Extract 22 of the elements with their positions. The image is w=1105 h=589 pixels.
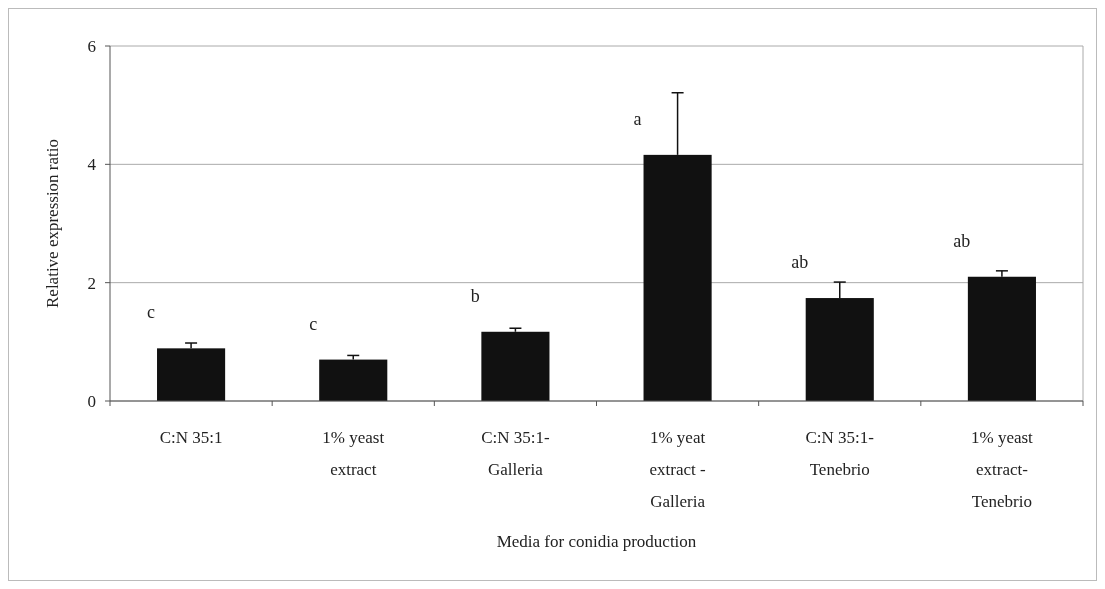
x-axis-title: Media for conidia production — [496, 532, 697, 551]
x-tick-label: C:N 35:1 — [159, 428, 223, 447]
bar — [157, 348, 226, 401]
x-tick-label: 1% yeast extract — [322, 428, 385, 479]
bar — [319, 359, 388, 401]
bar — [481, 331, 550, 401]
y-tick-label: 4 — [87, 155, 97, 175]
y-axis-title: Relative expression ratio — [43, 138, 62, 309]
x-tick-label: 1% yeast extract- Tenebrio — [970, 428, 1034, 511]
y-tick-label: 2 — [87, 273, 96, 293]
annotation: b — [470, 285, 480, 306]
x-tick-label: C:N 35:1- Galleria — [481, 428, 550, 479]
annotation: a — [633, 108, 642, 129]
x-tick-label: C:N 35:1- Tenebrio — [805, 428, 875, 479]
annotation: c — [147, 302, 156, 323]
y-tick-label: 6 — [87, 36, 96, 56]
annotation: ab — [791, 252, 809, 273]
x-tick-label: 1% yeat extract - Galleria — [649, 428, 706, 511]
y-tick-label: 0 — [87, 391, 96, 411]
annotation: ab — [953, 230, 971, 251]
bar — [967, 276, 1036, 401]
annotation: c — [309, 313, 318, 334]
